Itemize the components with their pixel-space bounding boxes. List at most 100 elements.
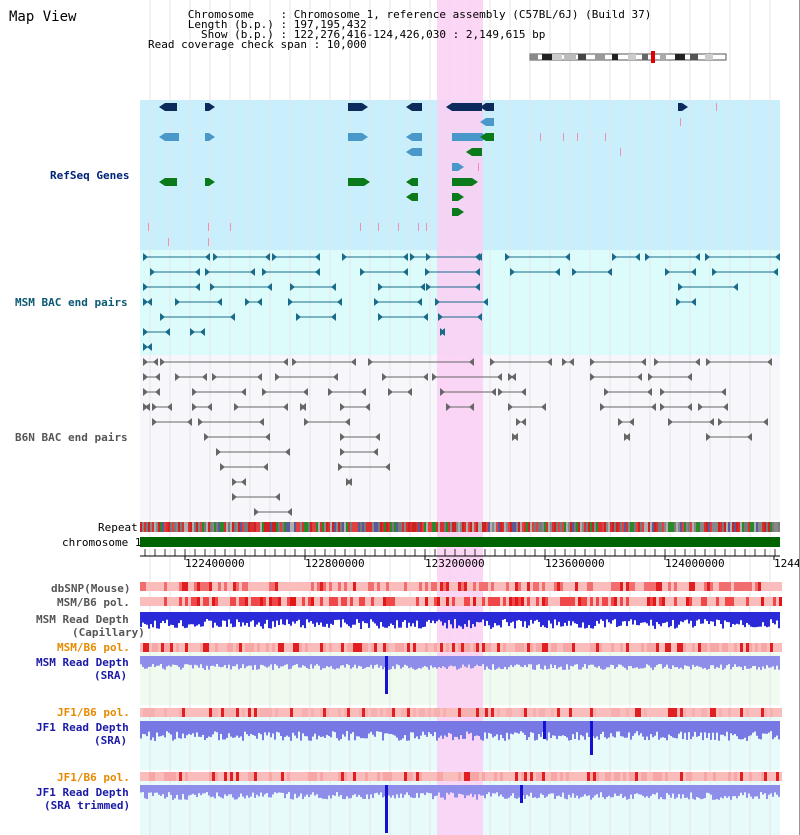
- repeat-element: [516, 522, 518, 532]
- msm-sra-depth: [504, 664, 506, 667]
- jf1-sra-depth: [236, 731, 238, 736]
- msm-b6-pol-cell: [155, 597, 158, 606]
- dbsnp-cell: [140, 582, 143, 591]
- jf1-b6-pol-cell: [221, 772, 224, 781]
- jf1-trim-depth: [308, 792, 310, 798]
- repeat-element: [180, 522, 182, 532]
- msm-sra-depth: [372, 664, 374, 669]
- bac-end-right: [695, 253, 700, 261]
- jf1-sra-depth: [646, 731, 648, 737]
- track-label-refseq[interactable]: RefSeq Genes: [50, 169, 130, 182]
- jf1-b6-pol-cell: [512, 772, 515, 781]
- jf1-b6-pol-cell: [140, 772, 143, 781]
- msm-capillary-depth: [734, 619, 736, 625]
- repeat-element: [410, 522, 412, 532]
- jf1-trim-depth: [652, 792, 654, 794]
- repeat-element: [688, 522, 690, 532]
- msm-capillary-depth: [592, 619, 594, 629]
- repeat-element: [552, 522, 554, 532]
- msm-capillary-depth: [594, 619, 596, 626]
- jf1-b6-pol-cell: [359, 772, 362, 781]
- repeat-element: [242, 522, 244, 532]
- msm-b6-pol-cell: [266, 597, 269, 606]
- msm-b6-pol-cell: [545, 597, 548, 606]
- jf1-trim-depth: [736, 792, 738, 799]
- bac-end-left: [296, 313, 301, 321]
- jf1-trim-depth: [724, 792, 726, 797]
- msm-capillary-depth: [196, 619, 198, 626]
- repeat-element: [312, 522, 314, 532]
- dbsnp-cell: [284, 582, 287, 591]
- msm-capillary-depth: [214, 619, 216, 623]
- repeat-element: [254, 522, 256, 532]
- msm-sra-depth: [282, 664, 284, 667]
- bac-end-right: [287, 508, 292, 516]
- msm-capillary-depth-base: [140, 612, 780, 619]
- bac-end-right: [337, 298, 342, 306]
- msm-b6-pol-cell: [284, 643, 287, 652]
- bac-end-left: [245, 298, 250, 306]
- jf1-b6-pol-cell: [590, 708, 593, 717]
- jf1-b6-pol-cell: [329, 772, 332, 781]
- msm-b6-pol-cell: [602, 643, 605, 652]
- msm-capillary-depth: [340, 619, 342, 628]
- repeat-element: [680, 522, 682, 532]
- repeat-element: [172, 522, 174, 532]
- repeat-element: [558, 522, 560, 532]
- msm-sra-depth: [354, 664, 356, 665]
- jf1-b6-pol-cell: [464, 708, 467, 717]
- msm-capillary-depth: [366, 619, 368, 624]
- msm-b6-pol-cell: [227, 597, 230, 606]
- msm-sra-depth: [480, 664, 482, 667]
- jf1-b6-pol-cell: [632, 772, 635, 781]
- bac-end-right: [569, 358, 574, 366]
- msm-b6-pol-cell: [584, 643, 587, 652]
- jf1-b6-pol-cell: [158, 772, 161, 781]
- msm-capillary-depth: [568, 619, 570, 621]
- repeat-element: [390, 522, 392, 532]
- jf1-sra-depth: [468, 731, 470, 734]
- jf1-sra-depth: [292, 731, 294, 733]
- bac-end-right: [257, 298, 262, 306]
- bac-end-left: [304, 418, 309, 426]
- msm-capillary-depth: [764, 619, 766, 627]
- jf1-trim-depth: [470, 792, 472, 794]
- msm-sra-depth: [428, 664, 430, 670]
- jf1-b6-pol-cell: [734, 708, 737, 717]
- repeat-element: [446, 522, 448, 532]
- repeat-element: [470, 522, 472, 532]
- msm-b6-pol-cell: [731, 597, 734, 606]
- msm-capillary-depth: [672, 619, 674, 620]
- bac-end-right: [691, 268, 696, 276]
- jf1-b6-pol-cell: [242, 772, 245, 781]
- track-label-b6n-bac[interactable]: B6N BAC end pairs: [15, 431, 128, 444]
- repeat-element: [246, 522, 248, 532]
- jf1-sra-depth: [368, 731, 370, 734]
- jf1-sra-depth: [526, 731, 528, 740]
- jf1-b6-pol-cell: [563, 708, 566, 717]
- jf1-b6-pol-cell: [605, 708, 608, 717]
- bac-end-right: [695, 358, 700, 366]
- jf1-b6-pol-cell: [395, 772, 398, 781]
- repeat-element: [570, 522, 572, 532]
- track-label-msm-bac[interactable]: MSM BAC end pairs: [15, 296, 128, 309]
- jf1-trim-depth: [272, 792, 274, 795]
- jf1-sra-depth: [240, 731, 242, 737]
- repeat-element: [756, 522, 758, 532]
- msm-capillary-depth: [566, 619, 568, 626]
- jf1-b6-pol-cell: [164, 772, 167, 781]
- refseq-gene-arrow: [362, 133, 368, 141]
- msm-capillary-depth: [538, 619, 540, 622]
- msm-sra-depth: [570, 664, 572, 666]
- dbsnp-cell: [260, 582, 263, 591]
- jf1-trim-depth: [516, 792, 518, 799]
- msm-capillary-depth: [308, 619, 310, 623]
- repeat-element: [700, 522, 702, 532]
- msm-capillary-depth: [270, 619, 272, 629]
- bac-end-left: [205, 268, 210, 276]
- bac-end-right: [347, 478, 352, 486]
- msm-sra-depth: [334, 664, 336, 670]
- repeat-element: [170, 522, 172, 532]
- jf1-b6-pol-cell: [662, 772, 665, 781]
